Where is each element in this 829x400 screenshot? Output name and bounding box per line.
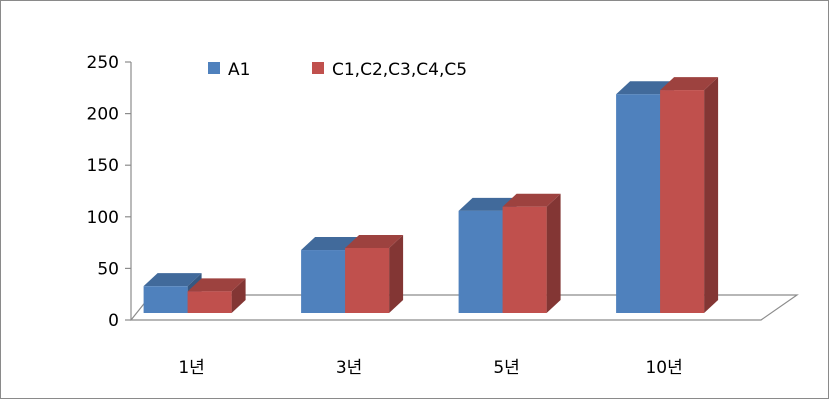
bar bbox=[660, 77, 719, 313]
bar-front-face bbox=[345, 247, 390, 313]
bar-front-face bbox=[660, 90, 705, 313]
bar-side-face bbox=[704, 77, 719, 313]
legend-swatch bbox=[208, 62, 220, 74]
x-tick-label: 1년 bbox=[178, 358, 204, 378]
bar-top-face bbox=[143, 273, 202, 287]
y-tick-label: 250 bbox=[87, 53, 119, 73]
bar-front-face bbox=[301, 250, 346, 313]
legend-label: A1 bbox=[228, 60, 250, 80]
y-tick-label: 100 bbox=[87, 208, 119, 228]
bar-top-face bbox=[616, 81, 675, 95]
bar-side-face bbox=[389, 234, 404, 313]
legend-label: C1,C2,C3,C4,C5 bbox=[332, 60, 467, 80]
bar-front-face bbox=[187, 291, 232, 313]
bar-top-face bbox=[502, 193, 561, 207]
x-tick-label: 5년 bbox=[493, 358, 519, 378]
x-tick-label: 10년 bbox=[645, 358, 682, 378]
legend-swatch bbox=[312, 62, 324, 74]
bar bbox=[502, 193, 561, 313]
x-tick-label: 3년 bbox=[336, 358, 362, 378]
bar-top-face bbox=[458, 197, 517, 211]
y-tick-label: 150 bbox=[87, 156, 119, 176]
y-tick-label: 0 bbox=[108, 311, 119, 331]
bar bbox=[187, 278, 246, 313]
bar-side-face bbox=[546, 193, 561, 313]
y-tick-label: 50 bbox=[97, 259, 119, 279]
bar-front-face bbox=[458, 210, 503, 313]
bar-top-face bbox=[345, 234, 404, 248]
y-tick-label: 200 bbox=[87, 105, 119, 125]
bar-top-face bbox=[187, 278, 246, 292]
bar-side-face bbox=[231, 278, 246, 313]
bar-top-face bbox=[301, 237, 360, 251]
bar-front-face bbox=[502, 206, 547, 313]
bar bbox=[345, 234, 404, 313]
bar-front-face bbox=[616, 94, 661, 313]
bar-front-face bbox=[143, 286, 188, 313]
bar-top-face bbox=[660, 77, 719, 91]
